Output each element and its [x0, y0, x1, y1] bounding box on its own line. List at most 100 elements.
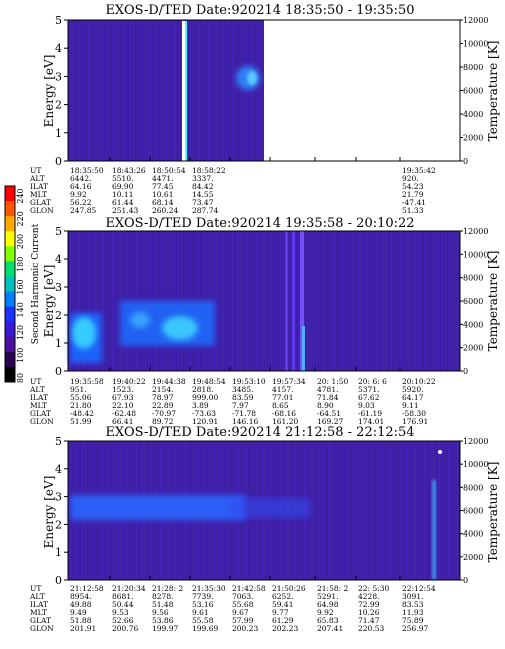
y-tick-label: 3 — [55, 70, 62, 83]
table-cell: 21:20:34 — [112, 584, 146, 593]
heatmap-streak — [133, 20, 134, 161]
axes: 0 1 2 3 4 5 0 2000 4000 6000 8000 10000 12000 — [55, 435, 488, 587]
y-right-tick-label: 4000 — [463, 530, 483, 539]
heatmap-streak — [454, 441, 455, 580]
y-tick-label: 3 — [55, 491, 62, 504]
heatmap-streak — [376, 231, 377, 371]
colorbar-tick-label: 140 — [16, 302, 25, 317]
table-cell: 71.47 — [358, 616, 380, 625]
heatmap-streak — [109, 231, 110, 371]
heatmap-streak — [457, 441, 458, 580]
heatmap-streak — [88, 231, 89, 371]
heatmap-streak — [457, 231, 458, 371]
colorbar-segment — [5, 336, 15, 353]
table-cell: 21:28: 2 — [152, 584, 184, 593]
heatmap-streak — [121, 20, 122, 161]
heatmap-streak — [436, 441, 437, 580]
table-cell: 64.16 — [70, 182, 92, 191]
table-cell: 287.74 — [192, 206, 218, 215]
heatmap-streak — [322, 231, 323, 371]
y-right-tick-label: 6000 — [463, 297, 483, 306]
heatmap-streak — [112, 20, 113, 161]
heatmap-streak — [427, 231, 428, 371]
table-cell: 256.97 — [402, 624, 428, 633]
y-tick-label: 3 — [55, 281, 62, 294]
y-tick-label: 2 — [55, 518, 62, 531]
table-cell: 3.89 — [192, 401, 209, 410]
table-cell: 7.97 — [232, 401, 249, 410]
heatmap-streak — [82, 20, 83, 161]
heatmap-streak — [391, 231, 392, 371]
heatmap-streak — [328, 441, 329, 580]
colorbar-segment — [5, 276, 15, 293]
table-cell: 20: 6: 6 — [358, 377, 387, 386]
heatmap-streak — [295, 231, 296, 371]
heatmap-streak — [112, 231, 113, 371]
table-row-label: ILAT — [30, 600, 48, 609]
y-tick-label: 2 — [55, 99, 62, 112]
y-right-tick-label: 4000 — [463, 110, 483, 119]
heatmap-streak — [235, 231, 236, 371]
table-row-label: GLON — [30, 417, 54, 426]
table-cell: 202.23 — [272, 624, 298, 633]
table-cell: 51.33 — [402, 206, 424, 215]
y-right-tick-label: 0 — [463, 367, 468, 376]
colorbar-segment — [5, 231, 15, 247]
table-cell: 5291. — [317, 592, 338, 601]
heatmap-streak — [310, 441, 311, 580]
table-cell: 9.11 — [402, 401, 419, 410]
heatmap-streak — [217, 231, 218, 371]
table-cell: 77.01 — [272, 393, 293, 402]
heatmap-streak — [322, 441, 323, 580]
table-cell: 951. — [70, 385, 87, 394]
heatmap-streak — [352, 231, 353, 371]
heatmap-streak — [256, 20, 257, 161]
y-right-tick-label: 12000 — [463, 16, 488, 25]
table-cell: 8954. — [70, 592, 91, 601]
y-axis-right-label: Temperature [K] — [486, 462, 500, 563]
heatmap-streak — [331, 231, 332, 371]
heatmap-streak — [118, 20, 119, 161]
heatmap-streak — [76, 20, 77, 161]
y-tick-label: 2 — [55, 309, 62, 322]
heatmap-streak — [352, 441, 353, 580]
heatmap-streak — [400, 441, 401, 580]
heatmap-streak — [130, 20, 131, 161]
table-cell: 9.56 — [152, 608, 169, 617]
spectral-features — [70, 450, 442, 580]
table-row-label: GLON — [30, 624, 54, 633]
heatmap-streak — [91, 231, 92, 371]
table-cell: -71.78 — [232, 409, 256, 418]
heatmap-streak — [73, 20, 74, 161]
heatmap-streak — [310, 231, 311, 371]
table-cell: 19:40:22 — [112, 377, 146, 386]
heatmap-streak — [346, 231, 347, 371]
heatmap-streak — [235, 20, 236, 161]
table-cell: 19:57:34 — [272, 377, 306, 386]
heatmap-streak — [418, 231, 419, 371]
panel-title: EXOS-D/TED Date:920214 21:12:58 - 22:12:… — [105, 425, 414, 440]
table-cell: 5510. — [112, 174, 133, 183]
heatmap-streak — [259, 231, 260, 371]
heatmap-streak — [76, 231, 77, 371]
table-cell: -58.30 — [402, 409, 426, 418]
heatmap-streak — [169, 20, 170, 161]
heatmap-streak — [289, 231, 290, 371]
heatmap-streak — [214, 20, 215, 161]
heatmap-streak — [370, 231, 371, 371]
heatmap-streak — [226, 231, 227, 371]
table-cell: 21:12:58 — [70, 584, 104, 593]
y-right-tick-label: 2000 — [463, 134, 483, 143]
heatmap-streak — [439, 231, 440, 371]
table-row-label: ILAT — [30, 182, 48, 191]
mid-energy-core — [162, 316, 198, 340]
colorbar: 240 220 200 180 160 140 120 100 80 Second Harmoni… — [4, 185, 41, 383]
heatmap-streak — [448, 231, 449, 371]
heatmap-streak — [358, 441, 359, 580]
heatmap-streak — [118, 231, 119, 371]
table-cell: 72.99 — [358, 600, 380, 609]
table-cell: 920. — [402, 174, 419, 183]
heatmap-streak — [157, 20, 158, 161]
table-cell: 18:50:54 — [152, 166, 186, 175]
table-cell: 19:35:58 — [70, 377, 104, 386]
